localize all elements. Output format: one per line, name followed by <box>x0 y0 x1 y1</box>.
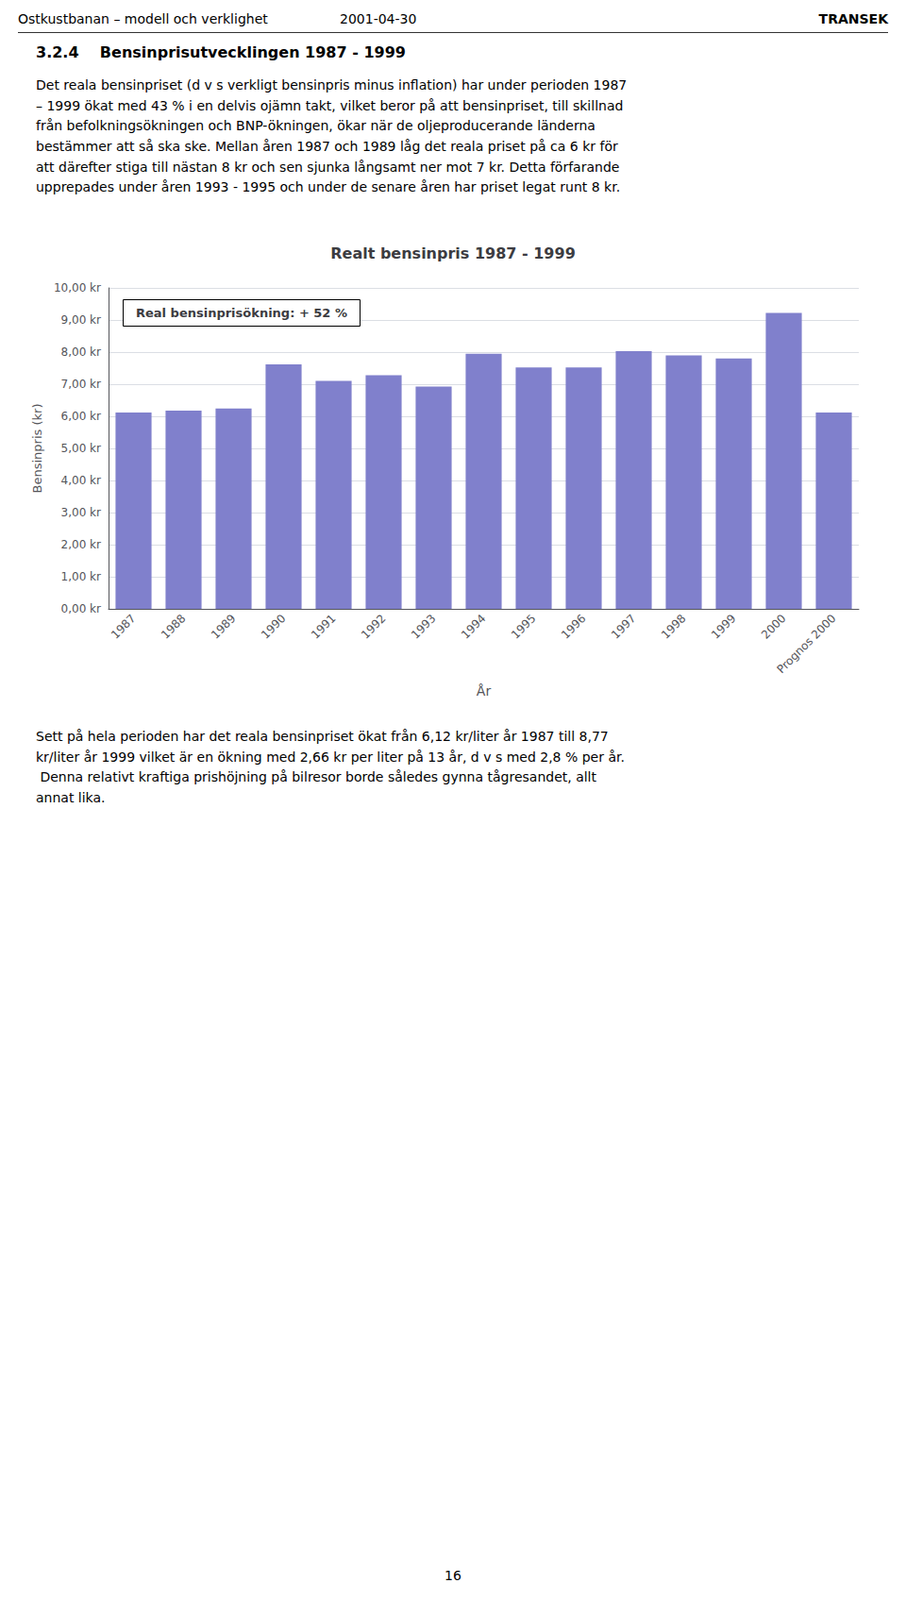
svg-text:2,00 kr: 2,00 kr <box>61 537 101 552</box>
svg-text:1998: 1998 <box>658 611 688 641</box>
svg-text:Prognos 2000: Prognos 2000 <box>773 611 839 676</box>
svg-text:4,00 kr: 4,00 kr <box>61 473 101 487</box>
svg-text:1992: 1992 <box>358 611 388 641</box>
svg-text:2000: 2000 <box>758 611 789 641</box>
svg-text:3,00 kr: 3,00 kr <box>61 505 101 520</box>
svg-text:Real bensinprisökning: + 52 %: Real bensinprisökning: + 52 % <box>135 305 348 320</box>
svg-text:Realt bensinpris 1987 - 1999: Realt bensinpris 1987 - 1999 <box>330 244 576 263</box>
svg-text:1989: 1989 <box>208 611 238 641</box>
svg-text:7,00 kr: 7,00 kr <box>61 377 101 391</box>
svg-text:1996: 1996 <box>558 611 588 641</box>
html-text:TRANSEK: TRANSEK <box>818 11 889 27</box>
svg-text:1994: 1994 <box>458 611 488 641</box>
svg-text:1987: 1987 <box>108 611 138 641</box>
svg-text:1988: 1988 <box>158 611 188 641</box>
svg-text:Bensinpris (kr): Bensinpris (kr) <box>30 403 45 494</box>
html-text:Sett på hela perioden har det: Sett på hela perioden har det reala bens… <box>35 728 625 806</box>
html-text:2001-04-30: 2001-04-30 <box>339 11 417 27</box>
svg-text:10,00 kr: 10,00 kr <box>53 281 101 295</box>
svg-text:1,00 kr: 1,00 kr <box>61 570 101 584</box>
html-text:Ostkustbanan – modell och verk: Ostkustbanan – modell och verklighet <box>17 11 268 27</box>
svg-text:1999: 1999 <box>708 611 739 641</box>
svg-text:9,00 kr: 9,00 kr <box>61 313 101 327</box>
html-text:3.2.4 Bensinprisutvecklingen 1: 3.2.4 Bensinprisutvecklingen 1987 - 1999 <box>35 43 406 62</box>
svg-text:8,00 kr: 8,00 kr <box>61 345 101 359</box>
svg-text:1990: 1990 <box>258 611 288 641</box>
svg-text:1993: 1993 <box>408 611 438 641</box>
html-text:16: 16 <box>444 1567 462 1583</box>
svg-text:1991: 1991 <box>308 611 338 641</box>
svg-text:1997: 1997 <box>608 611 638 641</box>
svg-text:6,00 kr: 6,00 kr <box>61 409 101 423</box>
svg-text:0,00 kr: 0,00 kr <box>61 602 101 616</box>
svg-text:1995: 1995 <box>508 611 538 641</box>
html-text:Det reala bensinpriset (d v s: Det reala bensinpriset (d v s verkligt b… <box>35 77 627 195</box>
svg-text:5,00 kr: 5,00 kr <box>61 441 101 455</box>
svg-text:År: År <box>476 683 492 699</box>
